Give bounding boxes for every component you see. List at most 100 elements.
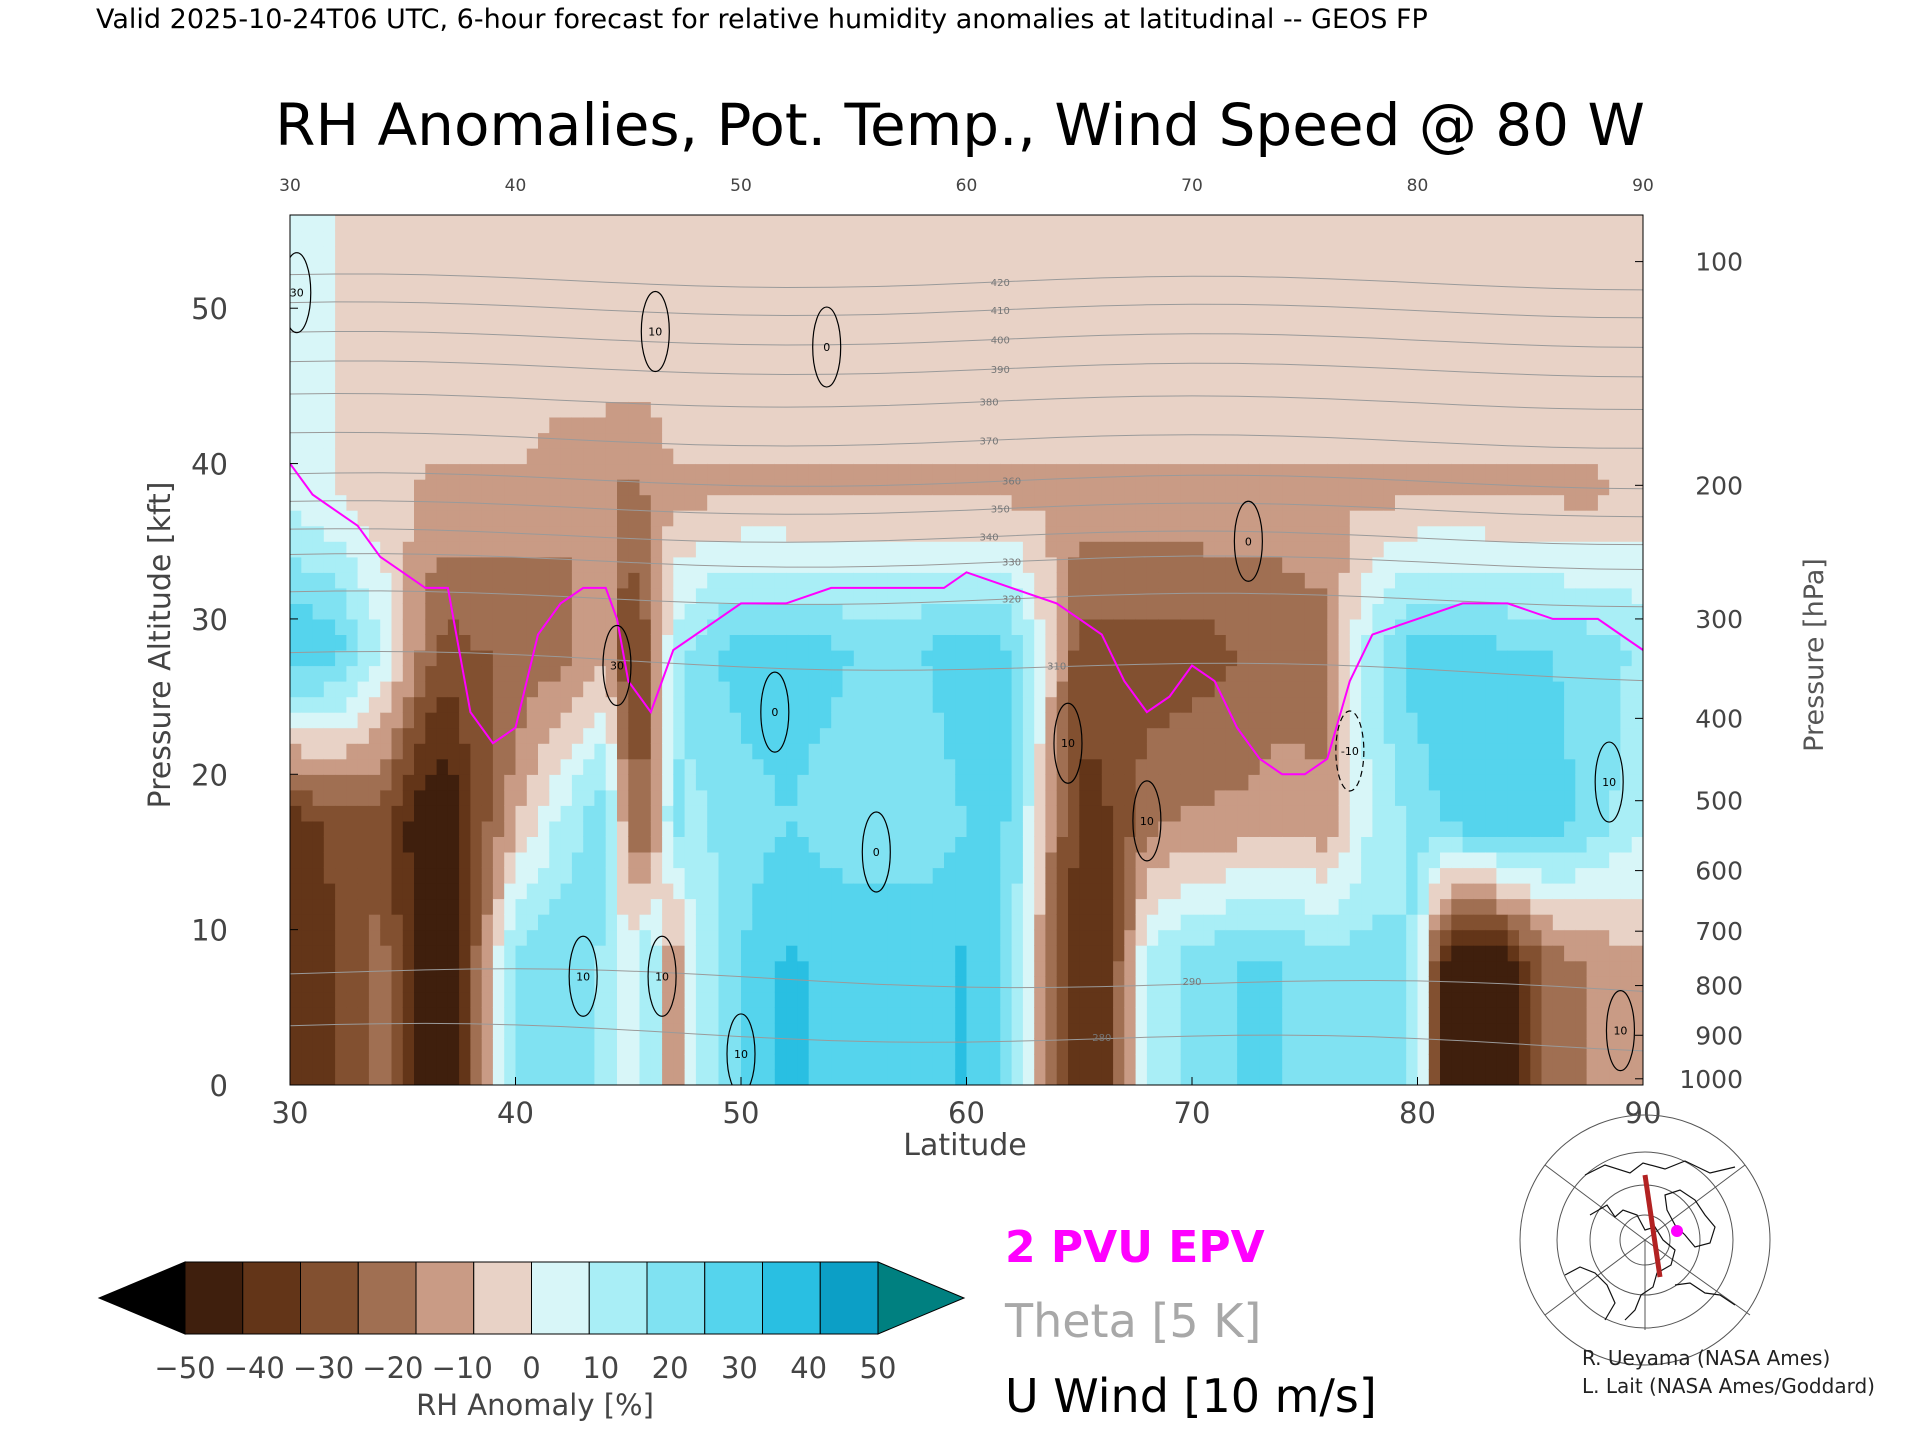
rh-cell <box>752 696 765 713</box>
rh-cell <box>290 354 302 371</box>
rh-cell <box>1203 448 1216 465</box>
rh-cell <box>752 339 765 356</box>
rh-cell <box>481 385 494 402</box>
rh-cell <box>1068 323 1080 340</box>
rh-cell <box>617 277 629 294</box>
rh-cell <box>357 867 370 884</box>
rh-cell <box>865 929 877 946</box>
rh-cell <box>1146 945 1159 962</box>
rh-cell <box>1124 665 1137 682</box>
rh-cell <box>312 525 325 542</box>
rh-cell <box>1090 339 1103 356</box>
rh-cell <box>1146 417 1159 434</box>
rh-cell <box>1079 836 1092 853</box>
rh-cell <box>650 230 663 247</box>
rh-cell <box>425 1069 438 1085</box>
rh-cell <box>921 712 934 729</box>
rh-cell <box>571 976 584 993</box>
rh-cell <box>402 618 415 635</box>
rh-cell <box>549 634 562 651</box>
rh-cell <box>831 820 844 837</box>
rh-cell <box>729 448 742 465</box>
rh-cell <box>876 945 889 962</box>
rh-cell <box>707 479 720 496</box>
rh-cell <box>1000 681 1013 698</box>
rh-cell <box>425 883 438 900</box>
rh-cell <box>853 743 866 760</box>
rh-cell <box>966 277 979 294</box>
rh-cell <box>391 463 404 480</box>
rh-cell <box>1000 370 1013 387</box>
rh-cell <box>1248 292 1261 309</box>
rh-cell <box>842 339 855 356</box>
rh-cell <box>707 727 720 744</box>
rh-cell <box>774 789 787 806</box>
rh-cell <box>447 339 460 356</box>
rh-cell <box>368 215 381 232</box>
rh-cell <box>673 836 686 853</box>
rh-cell <box>504 525 517 542</box>
rh-cell <box>989 820 1001 837</box>
rh-cell <box>1135 292 1148 309</box>
rh-cell <box>290 852 302 869</box>
rh-cell <box>910 246 922 263</box>
rh-cell <box>549 789 562 806</box>
rh-cell <box>1011 681 1024 698</box>
rh-cell <box>391 960 404 977</box>
rh-cell <box>1169 246 1182 263</box>
rh-cell <box>1169 929 1182 946</box>
rh-cell <box>391 1053 404 1070</box>
rh-cell <box>842 556 855 573</box>
rh-cell <box>1113 603 1125 620</box>
rh-cell <box>380 1038 393 1055</box>
rh-cell <box>1169 914 1182 931</box>
rh-cell <box>673 929 686 946</box>
rh-cell <box>605 354 618 371</box>
rh-cell <box>932 758 945 775</box>
rh-cell <box>989 1053 1001 1070</box>
rh-cell <box>741 1007 753 1024</box>
rh-cell <box>560 820 573 837</box>
rh-cell <box>977 1053 990 1070</box>
rh-cell <box>684 991 697 1008</box>
rh-cell <box>673 712 686 729</box>
rh-cell <box>380 587 393 604</box>
rh-cell <box>684 774 697 791</box>
rh-cell <box>786 432 798 449</box>
rh-cell <box>786 665 798 682</box>
rh-cell <box>1101 883 1114 900</box>
rh-cell <box>617 354 629 371</box>
rh-cell <box>944 634 956 651</box>
rh-cell <box>1068 696 1080 713</box>
rh-cell <box>560 1022 573 1039</box>
rh-cell <box>436 215 449 232</box>
rh-cell <box>526 277 539 294</box>
rh-cell <box>774 696 787 713</box>
rh-cell <box>966 463 979 480</box>
rh-cell <box>1000 945 1013 962</box>
rh-cell <box>955 867 968 884</box>
rh-cell <box>944 805 956 822</box>
rh-cell <box>707 494 720 511</box>
rh-cell <box>447 929 460 946</box>
rh-cell <box>402 836 415 853</box>
rh-cell <box>1056 1053 1069 1070</box>
rh-cell <box>357 696 370 713</box>
rh-cell <box>1214 618 1227 635</box>
rh-cell <box>639 432 652 449</box>
rh-cell <box>1293 1022 1306 1039</box>
rh-cell <box>470 479 483 496</box>
rh-cell <box>515 277 528 294</box>
rh-cell <box>1034 308 1047 325</box>
rh-cell <box>1011 805 1024 822</box>
rh-cell <box>729 308 742 325</box>
rh-cell <box>639 945 652 962</box>
rh-cell <box>853 246 866 263</box>
rh-cell <box>515 230 528 247</box>
rh-cell <box>504 463 517 480</box>
rh-cell <box>1135 867 1148 884</box>
rh-cell <box>1079 650 1092 667</box>
rh-cell <box>492 417 505 434</box>
rh-cell <box>662 541 674 558</box>
rh-cell <box>865 883 877 900</box>
